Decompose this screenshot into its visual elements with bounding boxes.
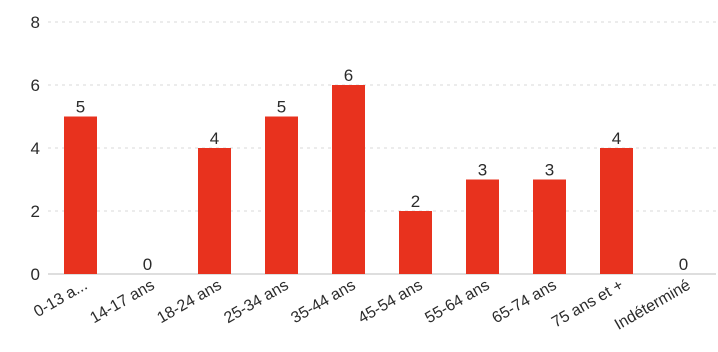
x-tick-label: 65-74 ans — [489, 277, 559, 327]
data-label: 5 — [76, 98, 85, 117]
x-tick-label: 25-34 ans — [221, 277, 291, 327]
y-axis-ticks: 0 2 4 6 8 — [31, 13, 40, 284]
x-tick-label: Indéterminé — [612, 277, 694, 334]
data-label: 4 — [612, 129, 621, 148]
bar — [600, 148, 633, 274]
y-tick-label: 4 — [31, 139, 40, 158]
data-label: 3 — [478, 161, 487, 180]
data-label: 3 — [545, 161, 554, 180]
y-tick-label: 6 — [31, 76, 40, 95]
x-tick-label: 35-44 ans — [288, 277, 358, 327]
x-tick-label: 14-17 ans — [87, 277, 157, 327]
bar — [64, 116, 97, 274]
x-tick-label: 55-64 ans — [422, 277, 492, 327]
bar — [265, 116, 298, 274]
bar — [533, 179, 566, 274]
bar — [466, 179, 499, 274]
data-label: 5 — [277, 98, 286, 117]
bar — [332, 85, 365, 274]
x-tick-label: 45-54 ans — [355, 277, 425, 327]
bars — [64, 85, 633, 274]
bar — [399, 211, 432, 274]
y-tick-label: 8 — [31, 13, 40, 32]
data-labels: 5 0 4 5 6 2 3 3 4 0 — [76, 66, 688, 274]
data-label: 4 — [210, 129, 219, 148]
data-label: 0 — [679, 255, 688, 274]
data-label: 6 — [344, 66, 353, 85]
x-tick-label: 0-13 a... — [31, 277, 90, 321]
bar — [198, 148, 231, 274]
y-tick-label: 0 — [31, 265, 40, 284]
data-label: 2 — [411, 192, 420, 211]
y-tick-label: 2 — [31, 202, 40, 221]
x-tick-label: 18-24 ans — [154, 277, 224, 327]
data-label: 0 — [143, 255, 152, 274]
